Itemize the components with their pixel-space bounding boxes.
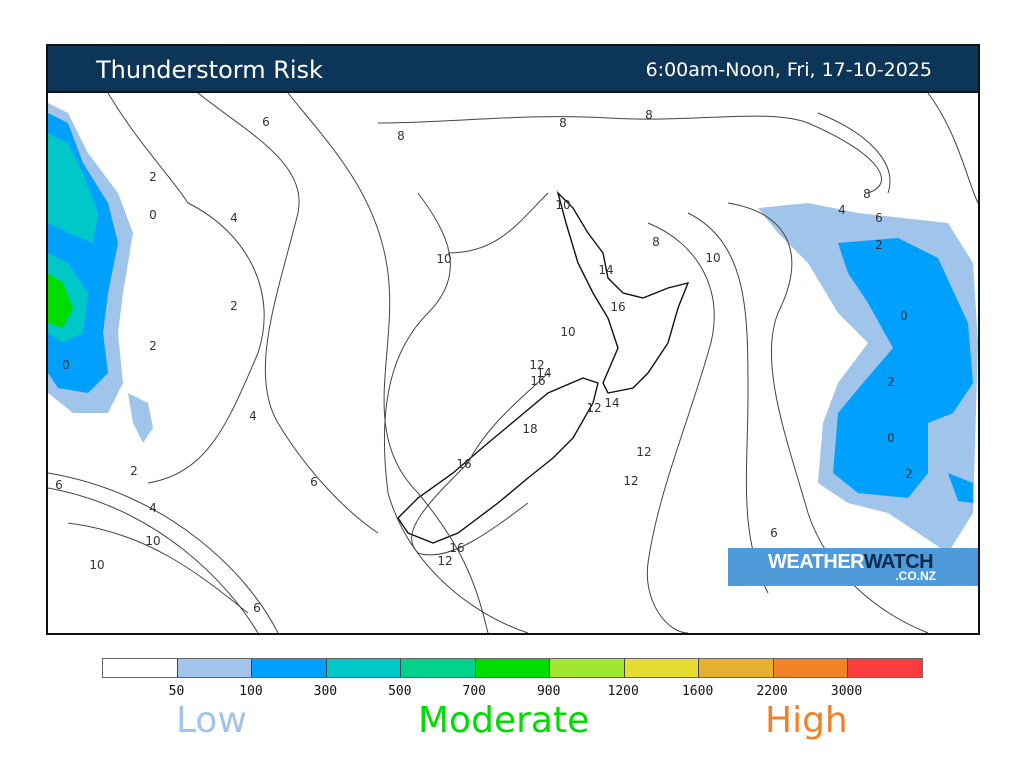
scale-tick-label: 3000 [830,684,863,699]
contour-label: 8 [645,108,653,122]
contour-label: 2 [875,238,883,252]
scale-swatch [773,659,849,677]
scale-swatch [475,659,551,677]
logo-text-watch: WATCH [863,551,934,573]
logo-domain: .CO.NZ [895,569,936,583]
scale-tick-label: 900 [536,684,561,699]
contour-label: 14 [604,396,619,410]
contour-lines [48,93,978,633]
contour-label: 8 [652,235,660,249]
logo-text-weather: WEATHER [768,551,864,573]
contour-label: 4 [838,203,846,217]
map-title: Thunderstorm Risk [96,56,323,84]
contour-label: 6 [55,478,63,492]
contour-label: 6 [770,526,778,540]
contour-label: 14 [598,263,613,277]
contour-label: 2 [149,170,157,184]
scale-swatch [177,659,253,677]
contour-label: 8 [397,129,405,143]
forecast-period: 6:00am-Noon, Fri, 17-10-2025 [645,59,932,81]
contour-label: 12 [529,358,544,372]
risk-shading-east [758,203,978,553]
contour-label: 6 [310,475,318,489]
contour-label: 10 [436,252,451,266]
scale-swatch [252,659,327,677]
scale-tick-label: 50 [168,684,185,699]
scale-tick-label: 500 [388,684,412,699]
scale-swatch [624,659,700,677]
risk-shading-west [48,103,153,443]
scale-tick-label: 100 [239,684,263,699]
contour-label: 18 [522,422,537,436]
contour-label: 2 [887,375,895,389]
contour-label: 10 [145,534,160,548]
contour-label: 12 [586,401,601,415]
weatherwatch-logo: WEATHERWATCH .CO.NZ [728,548,978,586]
color-scale-bar [102,658,923,678]
contour-label: 12 [623,474,638,488]
scale-swatch [550,659,625,677]
contour-label: 6 [253,601,261,615]
category-moderate: Moderate [418,700,590,741]
contour-label: 0 [887,431,895,445]
contour-label: 0 [62,358,70,372]
contour-label: 8 [559,116,567,130]
contour-label: 10 [705,251,720,265]
header-bar: Thunderstorm Risk 6:00am-Noon, Fri, 17-1… [48,46,978,93]
contour-label: 4 [230,211,238,225]
contour-label: 12 [636,445,651,459]
scale-tick-label: 300 [313,684,338,699]
contour-label: 4 [249,409,257,423]
contour-label: 16 [456,457,471,471]
contour-label: 16 [530,374,545,388]
contour-label: 4 [149,501,157,515]
scale-tick-label: 1600 [681,684,714,699]
category-high: High [765,700,848,741]
contour-label: 10 [560,325,575,339]
scale-swatch [699,659,774,677]
contour-label: 2 [905,467,913,481]
contour-label: 0 [149,208,157,222]
contour-label: 2 [130,464,138,478]
contour-label: 12 [437,554,452,568]
scale-tick-label: 700 [462,684,487,699]
category-low: Low [176,700,247,741]
scale-tick-label: 1200 [607,684,639,699]
scale-swatch [326,659,402,677]
map-panel: Thunderstorm Risk 6:00am-Noon, Fri, 17-1… [46,44,980,635]
scale-swatch [103,659,178,677]
scale-swatch [848,659,923,677]
contour-label: 2 [149,339,157,353]
contour-label: 2 [230,299,238,313]
scale-swatch [401,659,476,677]
contour-label: 16 [449,541,464,555]
contour-label: 10 [555,198,570,212]
contour-label: 14 [536,366,551,380]
scale-tick-label: 2200 [756,684,788,699]
contour-label: 0 [900,309,908,323]
contour-label: 8 [863,187,871,201]
contour-label: 6 [262,115,270,129]
contour-label: 16 [610,300,625,314]
new-zealand-outline [397,190,690,544]
contour-label: 6 [875,211,883,225]
contour-label: 10 [89,558,104,572]
